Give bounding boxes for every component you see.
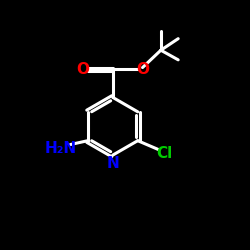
Text: O: O [136, 62, 149, 77]
Text: H₂N: H₂N [45, 141, 77, 156]
Text: O: O [76, 62, 90, 77]
Text: Cl: Cl [156, 146, 173, 161]
Text: N: N [106, 156, 119, 171]
